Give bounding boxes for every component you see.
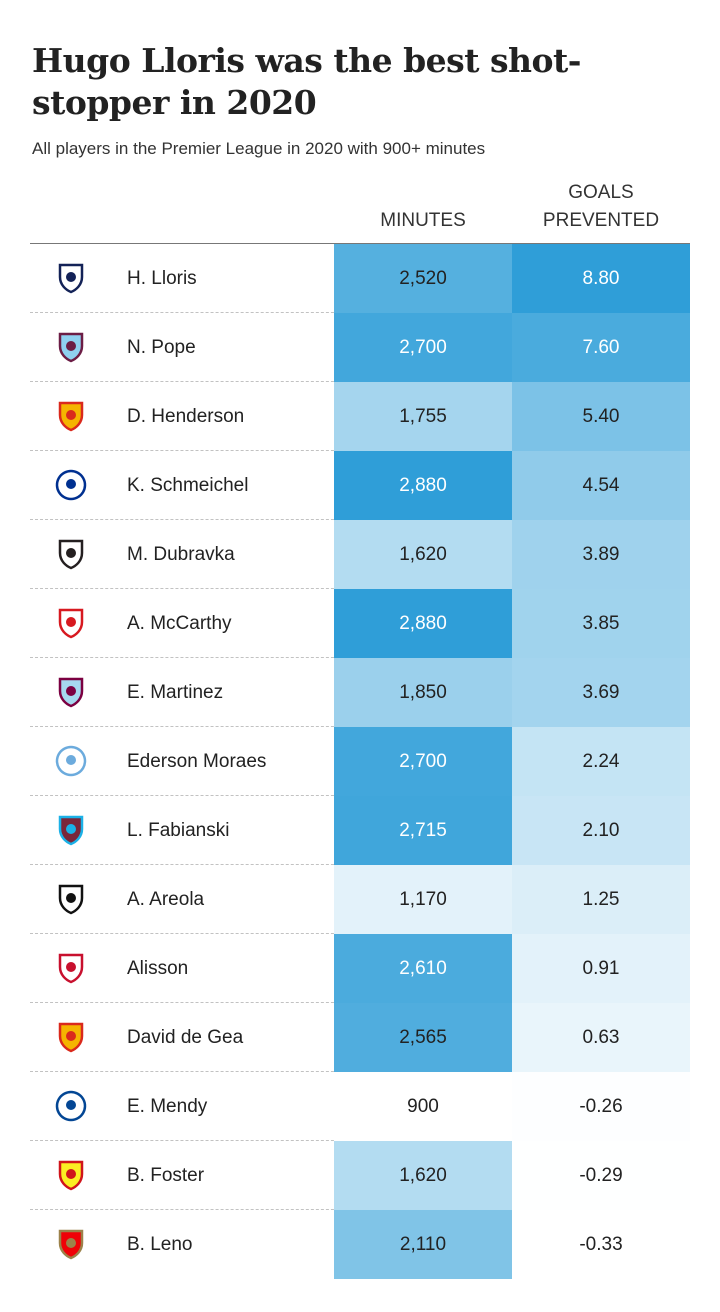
player-name: A. McCarthy (127, 613, 232, 634)
club-crest-icon (58, 1229, 84, 1260)
table-row: B. Leno 2,110 -0.33 (30, 1210, 690, 1279)
club-crest-icon (58, 608, 84, 639)
minutes-cell: 2,700 (334, 313, 512, 382)
player-name: K. Schmeichel (127, 475, 249, 496)
minutes-cell: 1,170 (334, 865, 512, 934)
table-row: E. Mendy 900 -0.26 (30, 1072, 690, 1141)
minutes-cell: 2,715 (334, 796, 512, 865)
player-name: David de Gea (127, 1027, 244, 1048)
player-name: B. Foster (127, 1165, 205, 1186)
table-row: Alisson 2,610 0.91 (30, 934, 690, 1003)
club-crest-icon (55, 469, 87, 501)
table-row: M. Dubravka 1,620 3.89 (30, 520, 690, 589)
goals-prevented-cell: 3.69 (512, 658, 690, 727)
club-crest-icon (58, 263, 84, 294)
goals-prevented-cell: 0.63 (512, 1003, 690, 1072)
goals-prevented-cell: 0.91 (512, 934, 690, 1003)
minutes-cell: 1,620 (334, 520, 512, 589)
minutes-cell: 900 (334, 1072, 512, 1141)
minutes-cell: 2,520 (334, 244, 512, 313)
table-row: B. Foster 1,620 -0.29 (30, 1141, 690, 1210)
minutes-cell: 2,565 (334, 1003, 512, 1072)
player-name: M. Dubravka (127, 544, 235, 565)
header-goals-prevented: GOALS PREVENTED (542, 182, 660, 231)
club-crest-icon (58, 1022, 84, 1053)
chart-title: Hugo Lloris was the best shot-stopper in… (32, 41, 581, 122)
goals-prevented-cell: 3.85 (512, 589, 690, 658)
goals-prevented-cell: 5.40 (512, 382, 690, 451)
club-crest-icon (58, 815, 84, 846)
club-crest-icon (58, 332, 84, 363)
goals-prevented-cell: -0.33 (512, 1210, 690, 1279)
minutes-cell: 2,610 (334, 934, 512, 1003)
table-row: H. Lloris 2,520 8.80 (30, 244, 690, 313)
goals-prevented-cell: 4.54 (512, 451, 690, 520)
goals-prevented-cell: 3.89 (512, 520, 690, 589)
player-name: B. Leno (127, 1234, 193, 1255)
chart-subtitle: All players in the Premier League in 202… (32, 139, 486, 158)
table-row: David de Gea 2,565 0.63 (30, 1003, 690, 1072)
club-crest-icon (55, 745, 87, 777)
player-name: H. Lloris (127, 268, 197, 289)
minutes-cell: 1,620 (334, 1141, 512, 1210)
player-name: A. Areola (127, 889, 205, 910)
player-name: E. Mendy (127, 1096, 208, 1117)
table-row: D. Henderson 1,755 5.40 (30, 382, 690, 451)
minutes-cell: 2,880 (334, 589, 512, 658)
header-minutes: MINUTES (380, 210, 466, 231)
goals-prevented-cell: -0.26 (512, 1072, 690, 1141)
player-name: N. Pope (127, 337, 196, 358)
table-row: Ederson Moraes 2,700 2.24 (30, 727, 690, 796)
minutes-cell: 1,850 (334, 658, 512, 727)
club-crest-icon (58, 953, 84, 984)
player-name: D. Henderson (127, 406, 245, 427)
table-row: A. McCarthy 2,880 3.85 (30, 589, 690, 658)
club-crest-icon (58, 401, 84, 432)
goals-prevented-cell: 1.25 (512, 865, 690, 934)
club-crest-icon (58, 1160, 84, 1191)
header-divider (30, 243, 690, 244)
minutes-cell: 2,110 (334, 1210, 512, 1279)
club-crest-icon (58, 539, 84, 570)
player-name: E. Martinez (127, 682, 224, 703)
table-row: E. Martinez 1,850 3.69 (30, 658, 690, 727)
player-name: L. Fabianski (127, 820, 230, 841)
club-crest-icon (55, 1090, 87, 1122)
goals-prevented-cell: 7.60 (512, 313, 690, 382)
goals-prevented-cell: 2.10 (512, 796, 690, 865)
table-row: N. Pope 2,700 7.60 (30, 313, 690, 382)
table-body: H. Lloris 2,520 8.80 N. Pope 2,700 7.60 D. Hen… (30, 244, 690, 1279)
minutes-cell: 2,700 (334, 727, 512, 796)
goals-prevented-cell: -0.29 (512, 1141, 690, 1210)
club-crest-icon (58, 884, 84, 915)
player-name: Alisson (127, 958, 189, 979)
club-crest-icon (58, 677, 84, 708)
table-row: K. Schmeichel 2,880 4.54 (30, 451, 690, 520)
player-name: Ederson Moraes (127, 751, 267, 772)
table-row: A. Areola 1,170 1.25 (30, 865, 690, 934)
table-row: L. Fabianski 2,715 2.10 (30, 796, 690, 865)
goals-prevented-cell: 8.80 (512, 244, 690, 313)
minutes-cell: 1,755 (334, 382, 512, 451)
goals-prevented-cell: 2.24 (512, 727, 690, 796)
minutes-cell: 2,880 (334, 451, 512, 520)
